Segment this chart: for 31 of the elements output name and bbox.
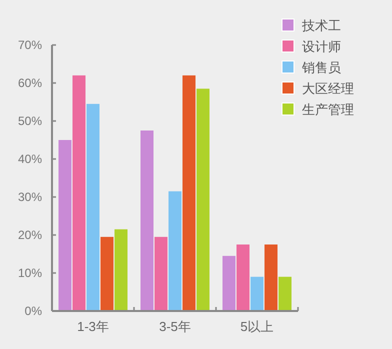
y-tick-label: 60% bbox=[18, 76, 42, 90]
legend-label: 生产管理 bbox=[302, 102, 354, 117]
y-tick-label: 50% bbox=[18, 114, 42, 128]
y-tick-label: 40% bbox=[18, 152, 42, 166]
legend-label: 技术工 bbox=[301, 18, 341, 33]
y-tick-label: 70% bbox=[18, 38, 42, 52]
bar bbox=[222, 256, 236, 311]
legend-label: 大区经理 bbox=[302, 81, 354, 96]
bar bbox=[264, 244, 278, 311]
y-tick-label: 10% bbox=[18, 266, 42, 280]
y-tick-label: 20% bbox=[18, 228, 42, 242]
bar bbox=[168, 191, 182, 311]
bar bbox=[154, 236, 168, 311]
bar bbox=[58, 140, 72, 311]
y-tick-label: 30% bbox=[18, 190, 42, 204]
bar bbox=[140, 130, 154, 311]
bar bbox=[182, 75, 196, 311]
bar bbox=[86, 104, 100, 311]
bar bbox=[278, 276, 292, 311]
legend-label: 设计师 bbox=[302, 39, 341, 54]
bar bbox=[250, 276, 264, 311]
bar bbox=[236, 244, 250, 311]
bar bbox=[196, 88, 210, 311]
x-tick-label: 3-5年 bbox=[159, 319, 191, 334]
bar bbox=[114, 229, 128, 311]
y-tick-label: 0% bbox=[24, 304, 42, 318]
legend-label: 销售员 bbox=[301, 60, 341, 75]
x-tick-label: 1-3年 bbox=[77, 319, 109, 334]
x-tick-label: 5以上 bbox=[240, 319, 274, 334]
bar bbox=[72, 75, 86, 311]
bar bbox=[100, 236, 114, 311]
